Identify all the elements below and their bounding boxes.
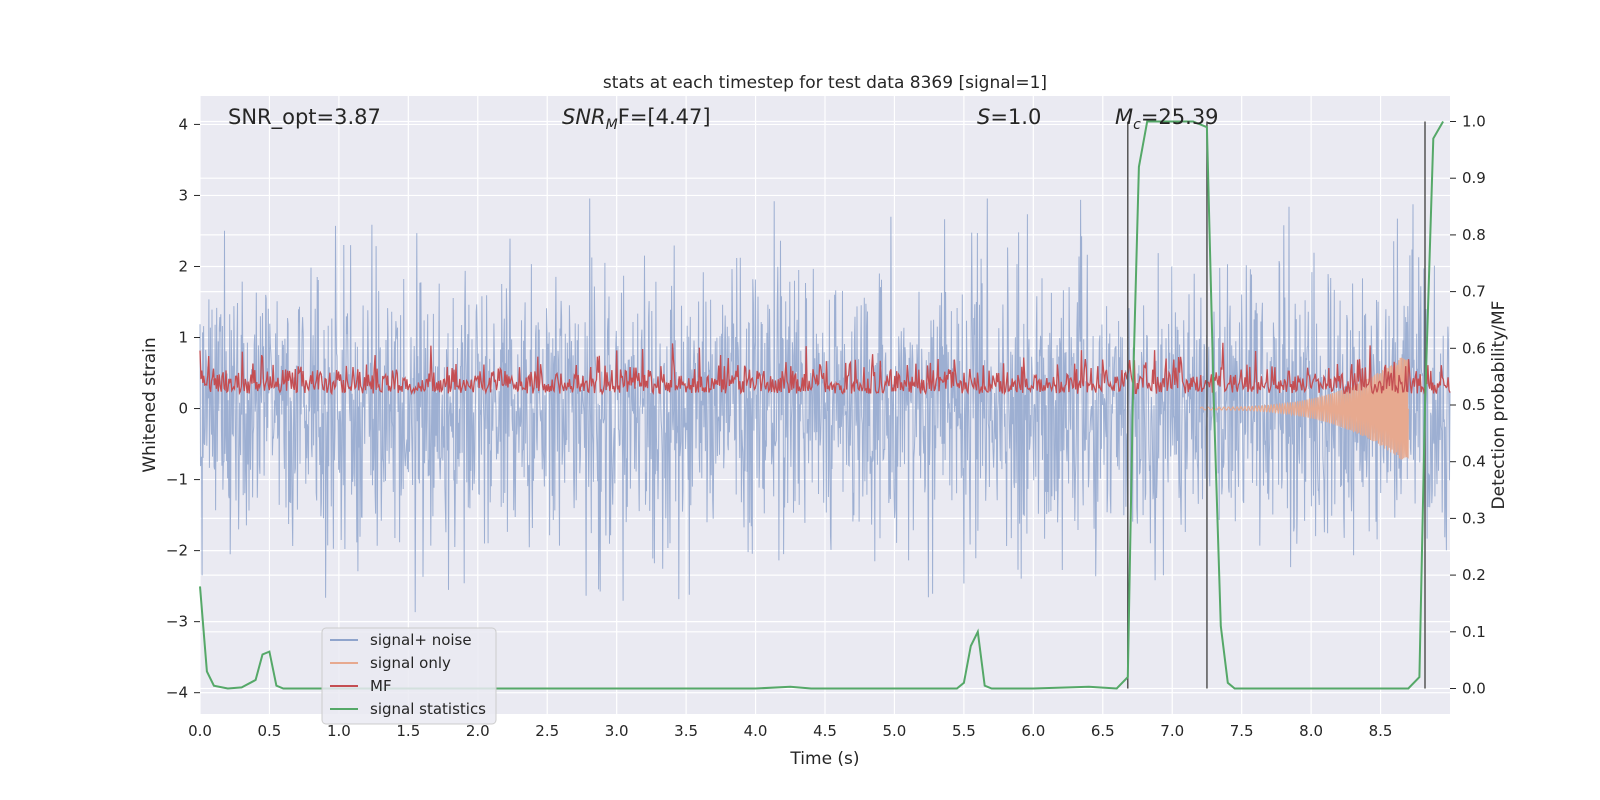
y-tick-label-left: 0 — [178, 400, 188, 418]
x-tick-label: 7.5 — [1230, 722, 1254, 740]
legend-label-mf: MF — [370, 677, 392, 695]
annotation-mc-base: M — [1115, 105, 1133, 129]
annotation-snr-mf-sub: M — [606, 117, 618, 133]
series-signal-statistics — [199, 120, 1444, 690]
y-axis-label-right: Detection probability/MF — [1489, 301, 1509, 510]
x-tick-label: 6.0 — [1021, 722, 1045, 740]
legend-label-signal-only: signal only — [370, 654, 451, 672]
annotation-s-label: S — [977, 105, 990, 129]
y-tick-label-right: 0.2 — [1462, 566, 1486, 584]
y-tick-label-left: −3 — [166, 613, 188, 631]
x-tick-label: 2.0 — [466, 722, 490, 740]
x-tick-label: 1.5 — [396, 722, 420, 740]
chart-title: stats at each timestep for test data 836… — [603, 73, 1047, 93]
x-tick-label: 2.5 — [535, 722, 559, 740]
annotation-snr-mf-rest: F=[4.47] — [618, 105, 711, 129]
x-tick-label: 7.0 — [1160, 722, 1184, 740]
legend-label-signal-statistics: signal statistics — [370, 700, 486, 718]
y-tick-label-left: 2 — [178, 257, 188, 275]
x-tick-label: 5.0 — [883, 722, 907, 740]
annotation-s: S=1.0 — [977, 105, 1041, 129]
data-marks — [199, 120, 1451, 690]
annotation-s-rest: =1.0 — [990, 105, 1041, 129]
x-tick-label: 4.0 — [744, 722, 768, 740]
legend: signal+ noise signal only MF signal stat… — [321, 627, 497, 725]
x-tick-label: 1.0 — [327, 722, 351, 740]
y-tick-label-right: 1.0 — [1462, 113, 1486, 131]
x-tick-label: 0.5 — [258, 722, 282, 740]
y-tick-label-right: 0.1 — [1462, 623, 1486, 641]
series-mf — [199, 342, 1451, 396]
series-signal-only — [1199, 357, 1409, 460]
y-tick-label-right: 0.6 — [1462, 339, 1486, 357]
y-tick-label-right: 0.5 — [1462, 396, 1486, 414]
annotation-snr-mf-base: SNR — [562, 105, 606, 129]
annotation-mc-sub: c — [1133, 117, 1141, 133]
x-tick-label: 3.0 — [605, 722, 629, 740]
x-tick-label: 5.5 — [952, 722, 976, 740]
y-tick-label-right: 0.8 — [1462, 226, 1486, 244]
annotation-mc-rest: =25.39 — [1141, 105, 1219, 129]
x-tick-label: 3.5 — [674, 722, 698, 740]
y-tick-label-left: 1 — [178, 329, 188, 347]
y-tick-label-left: 3 — [178, 186, 188, 204]
x-tick-label: 8.0 — [1299, 722, 1323, 740]
y-tick-label-right: 0.7 — [1462, 283, 1486, 301]
x-tick-label: 6.5 — [1091, 722, 1115, 740]
annotation-snr-opt: SNR_opt=3.87 — [228, 105, 381, 130]
x-tick-label: 8.5 — [1369, 722, 1393, 740]
legend-box — [321, 627, 497, 725]
series-signal-noise — [199, 198, 1451, 613]
y-tick-label-right: 0.9 — [1462, 169, 1486, 187]
y-tick-label-left: 4 — [178, 115, 188, 133]
y-tick-label-left: −4 — [166, 684, 188, 702]
x-axis-label: Time (s) — [789, 749, 859, 769]
y-tick-label-left: −1 — [166, 471, 188, 489]
y-tick-label-right: 0.0 — [1462, 679, 1486, 697]
y-tick-label-right: 0.4 — [1462, 453, 1486, 471]
axis-ticks: 0.0 0.5 1.0 1.5 2.0 2.5 3.0 3.5 4.0 4.5 5.0 5.5 6.0 6… — [166, 113, 1486, 740]
y-axis-label-left: Whitened strain — [140, 337, 160, 472]
y-tick-label-right: 0.3 — [1462, 509, 1486, 527]
legend-label-signal-noise: signal+ noise — [370, 631, 472, 649]
y-tick-label-left: −2 — [166, 542, 188, 560]
annotation-mc: Mc=25.39 — [1115, 105, 1219, 133]
annotation-snr-mf: SNRMF=[4.47] — [562, 105, 711, 133]
x-tick-label: 4.5 — [813, 722, 837, 740]
x-tick-label: 0.0 — [188, 722, 212, 740]
